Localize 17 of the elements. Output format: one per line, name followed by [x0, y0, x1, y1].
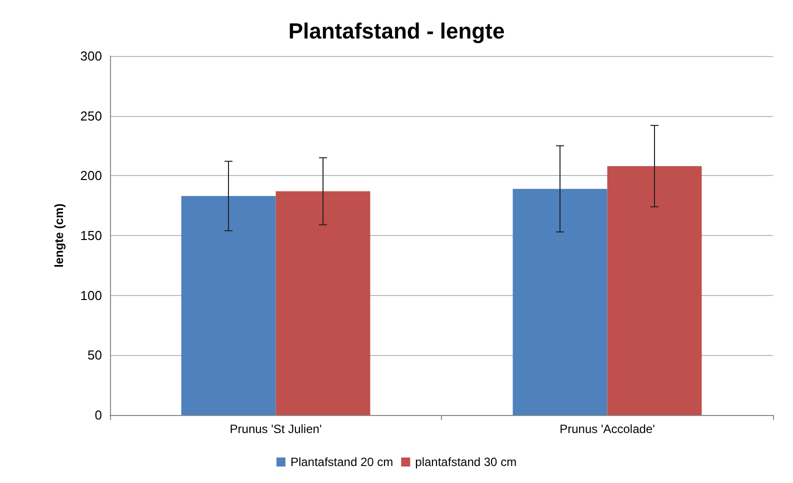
- bar: [607, 166, 702, 415]
- y-tick-label: 200: [80, 168, 102, 184]
- y-tick-label: 150: [80, 228, 102, 243]
- y-tick-label: 300: [80, 48, 102, 64]
- y-tick-label: 250: [80, 108, 102, 124]
- y-tick-label: 50: [88, 348, 102, 363]
- legend-label: plantafstand 30 cm: [415, 455, 517, 469]
- legend-label: Plantafstand 20 cm: [290, 455, 394, 469]
- y-tick-label: 0: [94, 408, 102, 422]
- x-tick-label: Prunus 'Accolade': [560, 422, 655, 436]
- y-tick-label: 100: [80, 288, 102, 303]
- x-tick-label: Prunus 'St Julien': [230, 422, 322, 436]
- y-axis-title: lengte (cm): [52, 203, 66, 268]
- bar: [512, 188, 608, 415]
- chart-title: Plantafstand - lengte: [288, 18, 505, 44]
- bar: [181, 196, 276, 415]
- bar: [276, 191, 370, 415]
